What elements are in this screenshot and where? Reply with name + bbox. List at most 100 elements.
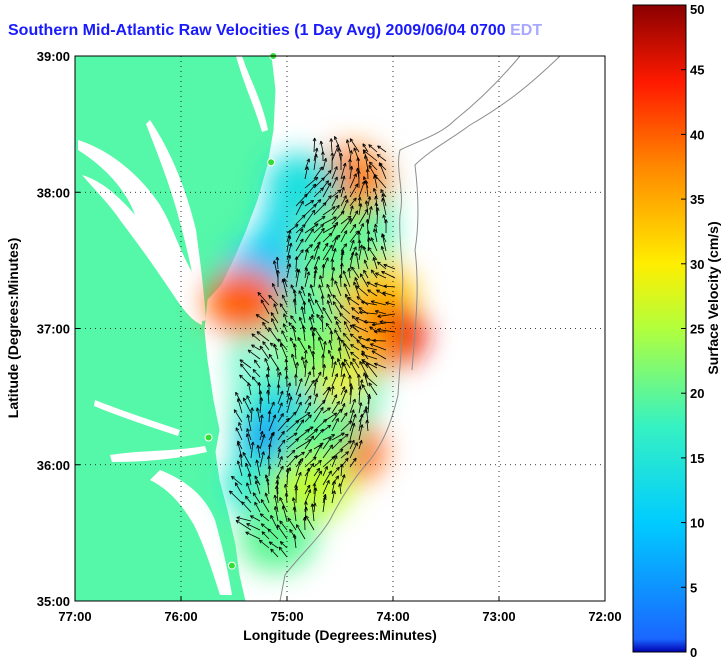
velocity-vector xyxy=(294,486,299,504)
velocity-vector xyxy=(295,471,302,486)
velocity-vector xyxy=(340,243,348,252)
velocity-vector xyxy=(276,384,281,396)
velocity-vector xyxy=(340,420,353,432)
velocity-vector xyxy=(349,333,360,342)
velocity-vector xyxy=(313,487,318,504)
velocity-vector xyxy=(273,506,279,522)
velocity-vector xyxy=(332,294,342,306)
velocity-vector xyxy=(277,417,290,432)
velocity-vector xyxy=(246,414,252,432)
x-tick-label: 73:00 xyxy=(482,609,515,624)
velocity-vector xyxy=(241,501,252,513)
velocity-vector xyxy=(322,157,328,171)
velocity-vector xyxy=(349,457,357,468)
velocity-vector xyxy=(313,244,320,261)
velocity-vector xyxy=(351,315,360,324)
velocity-vector xyxy=(301,325,306,342)
velocity-vector xyxy=(300,356,306,369)
velocity-vector xyxy=(370,300,387,306)
velocity-vector xyxy=(322,434,335,441)
velocity-vector xyxy=(260,523,270,531)
velocity-vector xyxy=(313,399,326,414)
velocity-vector xyxy=(302,516,307,531)
velocity-vector xyxy=(277,456,283,468)
velocity-vector xyxy=(295,458,304,468)
velocity-vector xyxy=(275,256,280,270)
velocity-vector xyxy=(264,492,270,504)
velocity-vector xyxy=(292,289,297,306)
velocity-vector xyxy=(247,473,252,486)
velocity-vector xyxy=(377,145,387,153)
velocity-vector xyxy=(304,489,312,504)
velocity-vector xyxy=(331,455,338,468)
velocity-vector xyxy=(362,149,378,162)
velocity-vector xyxy=(321,151,325,162)
velocity-vector xyxy=(367,395,372,414)
radar-station-marker xyxy=(227,561,236,570)
velocity-vector xyxy=(351,266,360,279)
velocity-vector xyxy=(285,468,290,486)
velocity-vector xyxy=(385,301,396,306)
velocity-vector xyxy=(331,144,340,162)
velocity-vector xyxy=(327,293,333,306)
bathymetry-contour xyxy=(279,56,521,601)
y-tick-label: 35:00 xyxy=(37,594,70,609)
velocity-vector xyxy=(367,289,378,297)
velocity-vector xyxy=(258,390,263,405)
velocity-vector xyxy=(295,401,302,414)
delaware-bay xyxy=(236,56,268,132)
velocity-vector xyxy=(349,224,357,234)
velocity-vector xyxy=(278,546,288,558)
velocity-vector xyxy=(238,422,243,432)
velocity-vector xyxy=(304,249,309,261)
velocity-vector xyxy=(281,505,288,522)
velocity-patch xyxy=(238,507,315,572)
velocity-vector xyxy=(295,451,305,459)
velocity-vector xyxy=(350,361,360,378)
velocity-vector xyxy=(332,301,342,315)
velocity-vector xyxy=(380,189,387,198)
velocity-vector xyxy=(359,310,378,315)
velocity-vector xyxy=(304,176,319,189)
x-axis-label: Longitude (Degrees:Minutes) xyxy=(243,627,437,643)
velocity-vector xyxy=(374,202,379,216)
velocity-vector xyxy=(304,166,309,180)
velocity-vector xyxy=(356,296,369,306)
velocity-vector xyxy=(313,153,318,171)
velocity-vector xyxy=(369,161,378,171)
velocity-vector xyxy=(340,386,346,396)
bay-channel xyxy=(146,120,206,322)
velocity-vector xyxy=(349,251,355,270)
velocity-vector xyxy=(304,456,317,468)
velocity-vector xyxy=(313,223,324,234)
velocity-vector xyxy=(331,176,338,189)
chesapeake-bay xyxy=(78,140,202,325)
velocity-vector xyxy=(251,344,261,351)
velocity-vector xyxy=(334,329,342,342)
velocity-vector xyxy=(295,419,305,432)
velocity-vector xyxy=(340,474,346,486)
velocity-vector xyxy=(266,455,271,468)
velocity-vector xyxy=(362,143,369,153)
velocity-vector xyxy=(340,403,346,414)
velocity-vector xyxy=(268,294,279,306)
velocity-vector xyxy=(296,524,306,540)
velocity-vector xyxy=(310,503,315,522)
velocity-vector xyxy=(304,435,315,450)
velocity-vector xyxy=(271,283,279,297)
velocity-vector xyxy=(286,455,298,468)
pamlico-sound xyxy=(150,470,232,595)
velocity-vector xyxy=(281,278,288,297)
velocity-vector xyxy=(336,358,342,369)
radar-stations xyxy=(204,52,278,570)
velocity-vector xyxy=(279,343,288,360)
velocity-vector xyxy=(367,196,372,207)
velocity-vector xyxy=(254,501,261,513)
velocity-vector xyxy=(313,406,324,423)
velocity-vector xyxy=(326,300,333,315)
velocity-vector xyxy=(275,475,280,486)
colorbar-tick-label: 40 xyxy=(690,127,704,142)
velocity-vector xyxy=(328,339,333,351)
velocity-vector xyxy=(322,465,328,477)
velocity-vector xyxy=(304,379,315,396)
